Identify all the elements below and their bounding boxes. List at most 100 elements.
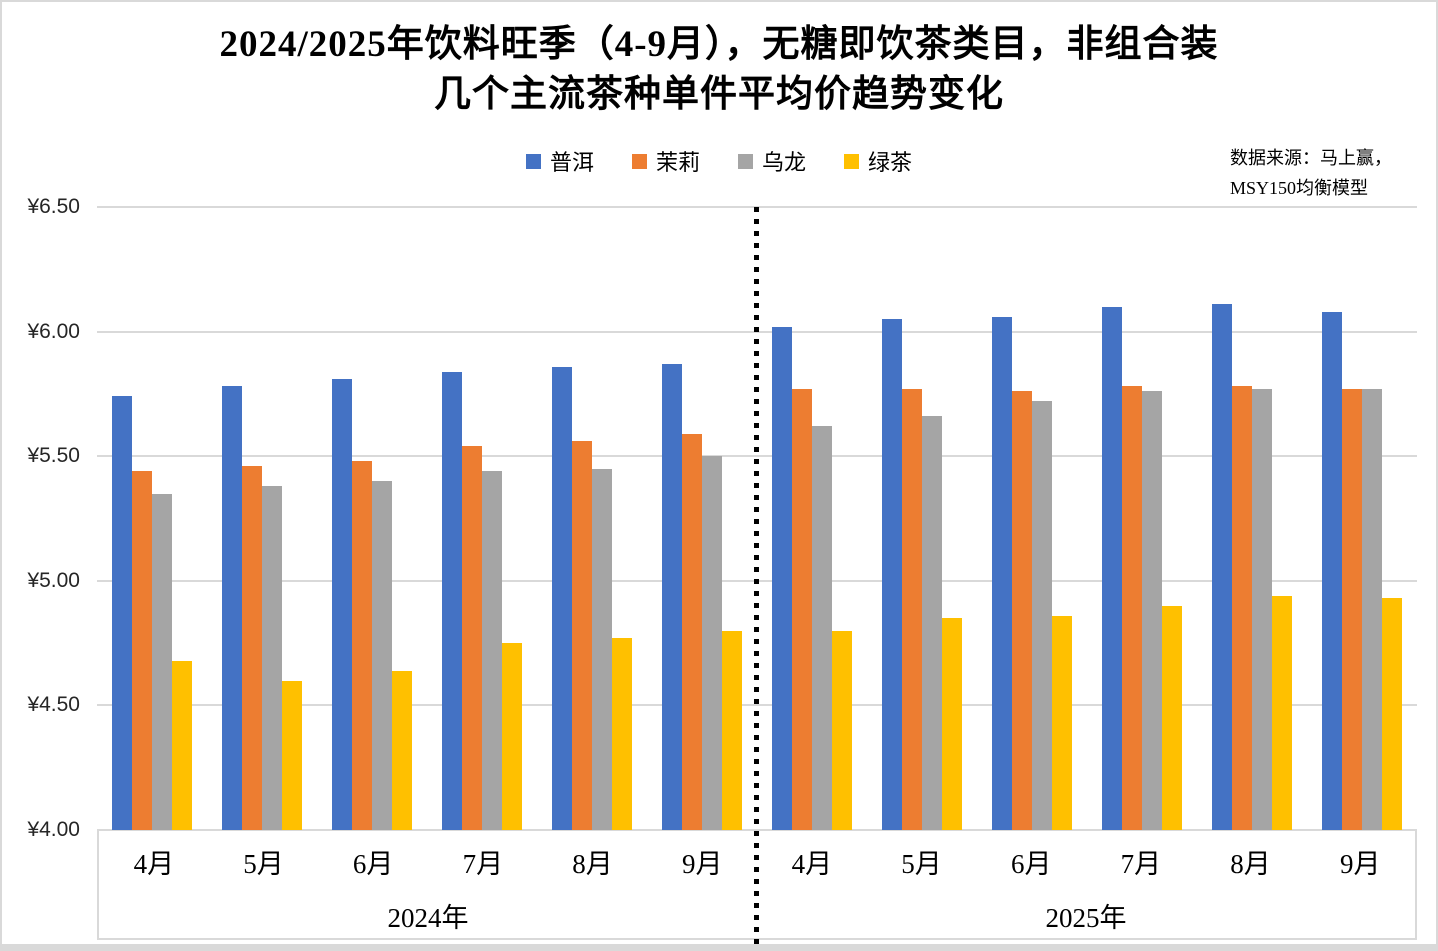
bar-group-2025年-5月 bbox=[867, 207, 977, 830]
bar-puer bbox=[1322, 311, 1342, 830]
bar-puer bbox=[552, 366, 572, 830]
bar-jasmine bbox=[1012, 391, 1032, 830]
bar-green-tea bbox=[612, 638, 632, 830]
source-note-line2: MSY150均衡模型 bbox=[1230, 178, 1369, 198]
year-labels-row: 2024年 2025年 bbox=[99, 892, 1415, 938]
month-label: 6月 bbox=[352, 848, 394, 879]
month-label: 5月 bbox=[901, 848, 942, 879]
y-axis: ¥6.50 ¥6.00 ¥5.50 ¥5.00 ¥4.50 ¥4.00 bbox=[2, 195, 80, 841]
bar-jasmine bbox=[132, 471, 152, 830]
plot-area bbox=[97, 206, 1417, 831]
bar-green-tea bbox=[172, 660, 192, 830]
month-label: 5月 bbox=[243, 848, 284, 879]
bar-green-tea bbox=[832, 630, 852, 830]
bar-puer bbox=[112, 396, 132, 830]
bar-green-tea bbox=[392, 670, 412, 830]
bar-green-tea bbox=[1382, 598, 1402, 830]
bar-oolong bbox=[262, 486, 282, 830]
month-label: 4月 bbox=[791, 848, 833, 879]
bar-group-2025年-6月 bbox=[977, 207, 1087, 830]
bar-green-tea bbox=[282, 680, 302, 830]
bar-green-tea bbox=[502, 643, 522, 830]
bar-jasmine bbox=[242, 466, 262, 830]
bar-puer bbox=[442, 371, 462, 830]
month-label: 8月 bbox=[1230, 848, 1271, 879]
bar-puer bbox=[332, 378, 352, 830]
bar-group-2025年-8月 bbox=[1197, 207, 1307, 830]
bar-puer bbox=[662, 364, 682, 830]
bar-jasmine bbox=[572, 441, 592, 830]
bar-group-2024年-6月 bbox=[317, 207, 427, 830]
bar-group-2024年-8月 bbox=[537, 207, 647, 830]
month-label: 8月 bbox=[572, 848, 613, 879]
bar-puer bbox=[1102, 306, 1122, 830]
bars-layer bbox=[97, 207, 1417, 830]
bar-green-tea bbox=[1052, 615, 1072, 830]
bar-oolong bbox=[812, 426, 832, 830]
source-note: 数据来源：马上赢， MSY150均衡模型 bbox=[1230, 143, 1392, 203]
bar-jasmine bbox=[792, 388, 812, 830]
bar-green-tea bbox=[1272, 595, 1292, 830]
y-tick-label: ¥6.00 bbox=[27, 319, 80, 343]
bar-puer bbox=[992, 316, 1012, 830]
bar-puer bbox=[882, 319, 902, 830]
bar-green-tea bbox=[942, 618, 962, 830]
month-labels-row: 4月 5月 6月 7月 8月 9月 4月 5月 6月 7月 8月 9月 bbox=[99, 830, 1415, 892]
legend-swatch-green-tea bbox=[844, 153, 860, 169]
bar-jasmine bbox=[902, 388, 922, 830]
bar-oolong bbox=[372, 481, 392, 830]
bar-oolong bbox=[702, 456, 722, 830]
legend-swatch-puer bbox=[525, 153, 541, 169]
bar-green-tea bbox=[1162, 605, 1182, 830]
bar-group-2024年-5月 bbox=[207, 207, 317, 830]
bar-group-2025年-4月 bbox=[757, 207, 867, 830]
legend-swatch-jasmine bbox=[631, 153, 647, 169]
legend-label-jasmine: 茉莉 bbox=[655, 150, 700, 175]
bar-oolong bbox=[1032, 401, 1052, 830]
month-label: 9月 bbox=[681, 848, 723, 879]
month-label: 7月 bbox=[462, 848, 504, 879]
bar-oolong bbox=[1142, 391, 1162, 830]
y-tick-label: ¥4.50 bbox=[27, 693, 80, 717]
bar-group-2024年-9月 bbox=[647, 207, 757, 830]
source-note-line1: 数据来源：马上赢， bbox=[1230, 148, 1392, 168]
bottom-border bbox=[2, 944, 1436, 949]
bar-oolong bbox=[1252, 388, 1272, 830]
bar-jasmine bbox=[1232, 386, 1252, 830]
year-label: 2024年 bbox=[387, 902, 469, 933]
month-label: 6月 bbox=[1010, 848, 1052, 879]
legend-item-green-tea: 绿茶 bbox=[844, 145, 912, 177]
bar-puer bbox=[1212, 304, 1232, 830]
chart-title: 2024/2025年饮料旺季（4-9月），无糖即饮茶类目，非组合装 几个主流茶种… bbox=[2, 20, 1436, 120]
bar-group-2024年-4月 bbox=[97, 207, 207, 830]
bar-oolong bbox=[482, 471, 502, 830]
legend-swatch-oolong bbox=[738, 153, 753, 169]
bar-oolong bbox=[152, 493, 172, 830]
bar-jasmine bbox=[462, 446, 482, 830]
bar-oolong bbox=[1362, 388, 1382, 830]
year-divider-dotted-line bbox=[754, 207, 759, 949]
chart-title-line2: 几个主流茶种单件平均价趋势变化 bbox=[434, 74, 1004, 115]
chart-title-line1: 2024/2025年饮料旺季（4-9月），无糖即饮茶类目，非组合装 bbox=[219, 24, 1219, 65]
legend-item-oolong: 乌龙 bbox=[738, 145, 806, 177]
legend-label-green-tea: 绿茶 bbox=[868, 150, 913, 175]
legend-label-oolong: 乌龙 bbox=[762, 150, 807, 175]
bar-group-2025年-9月 bbox=[1307, 207, 1417, 830]
bar-jasmine bbox=[682, 433, 702, 830]
bar-green-tea bbox=[722, 630, 742, 830]
y-tick-label: ¥5.50 bbox=[27, 444, 80, 468]
month-label: 9月 bbox=[1339, 848, 1381, 879]
y-tick-label: ¥6.50 bbox=[27, 195, 80, 218]
bar-puer bbox=[772, 326, 792, 830]
bar-puer bbox=[222, 386, 242, 830]
month-label: 7月 bbox=[1120, 848, 1162, 879]
legend: 普洱 茉莉 乌龙 绿茶 bbox=[2, 145, 1436, 177]
legend-item-jasmine: 茉莉 bbox=[631, 145, 700, 177]
bar-jasmine bbox=[1342, 388, 1362, 830]
bar-group-2025年-7月 bbox=[1087, 207, 1197, 830]
bar-group-2024年-7月 bbox=[427, 207, 537, 830]
bar-oolong bbox=[592, 468, 612, 830]
legend-item-puer: 普洱 bbox=[525, 145, 594, 177]
month-label: 4月 bbox=[133, 848, 175, 879]
